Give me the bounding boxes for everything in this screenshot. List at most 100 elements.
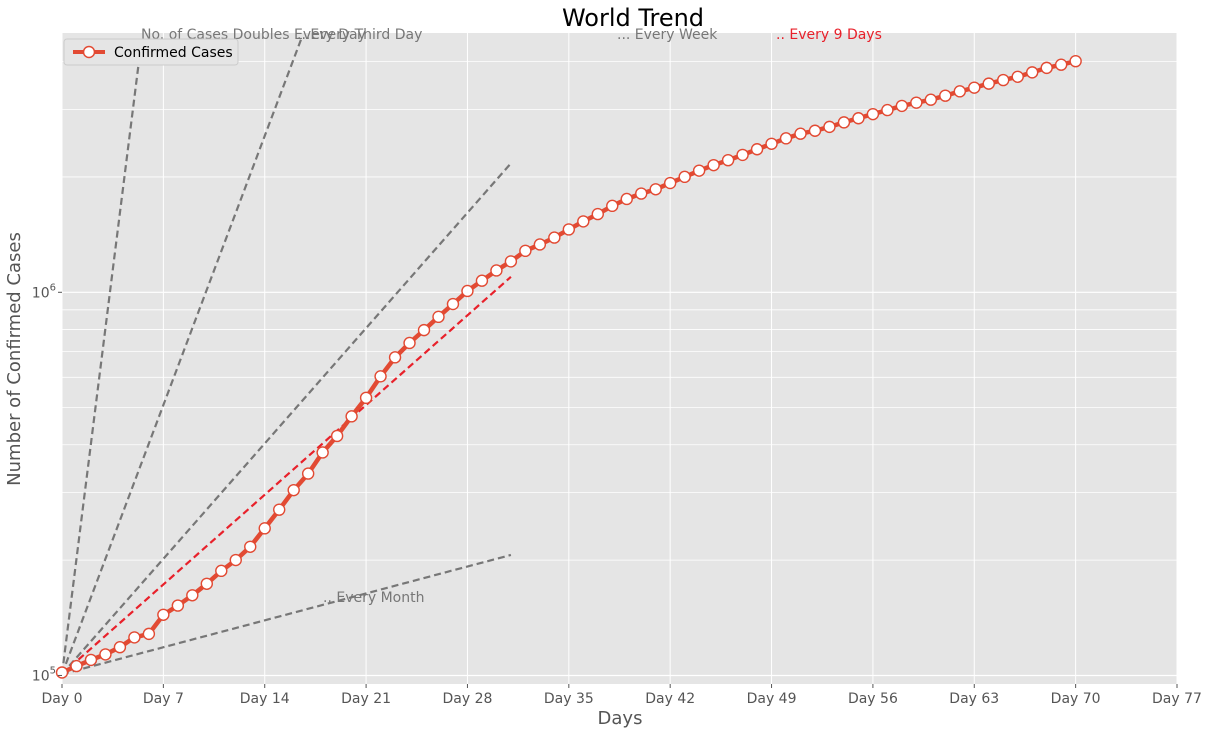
data-point	[577, 215, 590, 228]
data-point	[591, 207, 604, 221]
x-tick-label: Day 21	[341, 691, 391, 707]
series-confirmed-cases	[55, 54, 1082, 679]
data-point	[663, 176, 677, 190]
data-point	[635, 187, 648, 200]
data-point	[794, 127, 807, 140]
data-point	[953, 85, 966, 98]
annotations: No. of Cases Doubles Every Day...Every T…	[141, 27, 882, 606]
data-point	[330, 429, 344, 443]
legend-label: Confirmed Cases	[114, 45, 233, 61]
data-point	[186, 589, 199, 602]
chart-title: World Trend	[562, 4, 704, 32]
data-point	[910, 96, 923, 109]
data-point	[417, 323, 431, 337]
data-point	[475, 274, 489, 287]
data-point	[345, 410, 358, 423]
data-point	[1054, 58, 1068, 71]
data-point	[446, 297, 460, 311]
data-point	[171, 599, 185, 612]
x-tick-label: Day 42	[645, 691, 695, 707]
data-point	[374, 370, 387, 383]
x-tick-label: Day 49	[747, 691, 797, 707]
x-tick-label: Day 77	[1152, 691, 1202, 707]
reference-line	[62, 51, 142, 675]
data-point	[55, 666, 69, 679]
data-point	[808, 124, 822, 137]
data-point	[736, 148, 749, 162]
y-tick-label: 106	[32, 282, 56, 301]
data-point	[1040, 61, 1053, 75]
reference-line-label: ...Every Third Day	[297, 27, 422, 43]
data-point	[1011, 70, 1024, 83]
data-point	[215, 564, 228, 578]
data-point	[504, 255, 518, 268]
data-point	[70, 659, 83, 673]
data-point	[258, 522, 271, 535]
data-point	[287, 483, 300, 497]
data-point	[388, 351, 402, 364]
reference-lines	[62, 39, 512, 676]
legend-marker	[82, 45, 96, 59]
data-point	[548, 231, 561, 244]
data-point	[982, 77, 995, 90]
data-point	[721, 153, 735, 167]
data-point	[649, 183, 662, 196]
x-tick-label: Day 28	[442, 691, 492, 707]
data-point	[837, 116, 851, 129]
data-point	[1025, 66, 1039, 79]
legend: Confirmed Cases	[63, 38, 239, 66]
y-axis-label: Number of Confirmed Cases	[4, 232, 25, 486]
data-point	[866, 107, 880, 121]
reference-line	[62, 162, 512, 675]
x-tick-label: Day 0	[41, 691, 82, 707]
data-point	[620, 192, 633, 206]
data-point	[750, 143, 764, 156]
y-axis-ticks: 105 106	[32, 282, 62, 684]
data-point	[301, 467, 315, 480]
data-point	[359, 391, 373, 405]
data-point	[142, 627, 156, 641]
data-point	[99, 648, 112, 661]
x-tick-label: Day 56	[848, 691, 898, 707]
data-point	[765, 137, 778, 150]
plot-area	[62, 33, 1177, 684]
data-point	[968, 81, 981, 94]
reference-line-label: ... Every Week	[617, 27, 718, 43]
reference-line-label: .. Every Month	[323, 590, 424, 606]
data-point	[157, 608, 170, 621]
reference-line	[62, 553, 512, 676]
data-point	[678, 170, 691, 184]
data-point	[84, 653, 98, 667]
data-point	[113, 641, 127, 654]
data-point	[707, 158, 720, 172]
data-point	[895, 99, 909, 113]
data-point	[939, 89, 952, 102]
data-point	[692, 164, 706, 177]
x-tick-label: Day 7	[143, 691, 184, 707]
data-point	[823, 120, 836, 134]
data-point	[852, 112, 865, 125]
data-point	[432, 310, 445, 324]
data-point	[128, 631, 141, 644]
data-point	[924, 93, 938, 106]
data-point	[200, 577, 214, 590]
y-tick-label: 105	[32, 665, 56, 684]
reference-line	[62, 39, 302, 675]
x-tick-label: Day 14	[240, 691, 290, 707]
data-point	[461, 284, 474, 298]
legend-box	[63, 38, 239, 66]
data-point	[490, 264, 503, 277]
x-axis-ticks: Day 0 Day 7 Day 14 Day 21 Day 28 Day 35 Day 42…	[41, 684, 1202, 707]
data-point	[403, 336, 416, 350]
x-tick-label: Day 63	[949, 691, 999, 707]
x-tick-label: Day 35	[544, 691, 594, 707]
x-axis-label: Days	[598, 708, 643, 729]
data-point	[533, 238, 547, 251]
data-point	[997, 73, 1010, 87]
data-point	[316, 446, 329, 459]
data-point	[273, 503, 286, 516]
data-point	[562, 223, 576, 236]
data-point	[519, 244, 532, 258]
data-point	[1069, 54, 1082, 68]
